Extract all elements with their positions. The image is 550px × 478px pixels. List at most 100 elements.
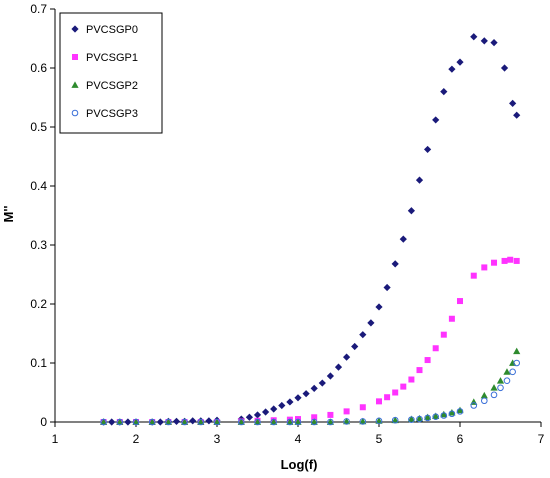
point-pvcsgp1 [359, 404, 366, 411]
point-pvcsgp1 [408, 376, 415, 383]
point-pvcsgp0 [456, 58, 464, 66]
point-pvcsgp1 [470, 272, 477, 279]
point-pvcsgp2 [375, 417, 383, 424]
point-pvcsgp0 [253, 411, 262, 419]
point-pvcsgp3 [432, 413, 440, 420]
point-pvcsgp3 [503, 377, 511, 385]
point-pvcsgp2 [253, 418, 262, 425]
point-pvcsgp1 [384, 394, 391, 401]
y-tick-label: 0.5 [30, 120, 47, 134]
point-pvcsgp1 [311, 414, 318, 421]
point-pvcsgp3 [456, 408, 464, 415]
legend-marker-pvcsgp0 [71, 25, 79, 33]
point-pvcsgp3 [181, 418, 188, 426]
point-pvcsgp2 [181, 418, 189, 425]
point-pvcsgp3 [448, 410, 456, 418]
point-pvcsgp0 [302, 390, 310, 398]
point-pvcsgp2 [440, 410, 448, 418]
point-pvcsgp2 [343, 417, 351, 425]
y-tick-label: 0.3 [30, 238, 47, 252]
point-pvcsgp3 [148, 418, 156, 426]
point-pvcsgp0 [351, 342, 359, 351]
point-pvcsgp1 [491, 259, 498, 266]
point-pvcsgp2 [432, 412, 440, 419]
y-tick-label: 0.6 [30, 61, 47, 75]
point-pvcsgp3 [294, 418, 302, 426]
point-pvcsgp0 [407, 207, 415, 215]
legend-label-pvcsgp2: PVCSGP2 [86, 80, 138, 92]
point-pvcsgp2 [407, 415, 415, 422]
legend-marker-pvcsgp3 [71, 109, 79, 117]
point-pvcsgp0 [343, 353, 351, 361]
point-pvcsgp0 [156, 418, 164, 426]
point-pvcsgp3 [509, 368, 516, 376]
point-pvcsgp0 [509, 99, 517, 107]
point-pvcsgp3 [359, 418, 367, 425]
legend-marker-pvcsgp1 [72, 54, 78, 60]
point-pvcsgp3 [165, 418, 172, 426]
point-pvcsgp0 [326, 372, 334, 380]
point-pvcsgp2 [448, 408, 456, 416]
point-pvcsgp0 [383, 283, 391, 292]
point-pvcsgp3 [481, 397, 488, 405]
point-pvcsgp0 [189, 417, 197, 425]
x-tick-label: 7 [538, 432, 545, 446]
point-pvcsgp2 [132, 418, 140, 425]
data-points [100, 33, 521, 426]
x-tick-label: 6 [457, 432, 464, 446]
point-pvcsgp2 [415, 414, 424, 422]
point-pvcsgp2 [270, 418, 278, 425]
point-pvcsgp2 [100, 418, 108, 425]
point-pvcsgp0 [470, 33, 478, 41]
point-pvcsgp3 [470, 402, 478, 409]
point-pvcsgp3 [286, 418, 294, 426]
point-pvcsgp0 [108, 418, 116, 426]
point-pvcsgp0 [391, 260, 399, 268]
point-pvcsgp3 [310, 418, 318, 426]
point-pvcsgp1 [432, 345, 439, 352]
point-pvcsgp2 [310, 418, 318, 425]
point-pvcsgp0 [359, 331, 367, 339]
point-pvcsgp3 [416, 415, 423, 423]
point-pvcsgp1 [327, 411, 334, 418]
x-tick-label: 3 [214, 432, 221, 446]
y-tick-label: 0.2 [30, 297, 47, 311]
point-pvcsgp3 [490, 391, 498, 399]
point-pvcsgp2 [294, 418, 302, 425]
point-pvcsgp1 [392, 389, 399, 396]
point-pvcsgp3 [440, 412, 448, 419]
legend: PVCSGP0 PVCSGP1 PVCSGP2 PVCSGP3 [59, 12, 163, 134]
point-pvcsgp0 [172, 417, 181, 426]
point-pvcsgp2 [496, 377, 505, 384]
point-pvcsgp0 [245, 413, 253, 421]
point-pvcsgp0 [367, 319, 375, 327]
point-pvcsgp0 [375, 303, 383, 311]
point-pvcsgp0 [432, 116, 440, 124]
point-pvcsgp2 [116, 418, 124, 425]
point-pvcsgp3 [343, 418, 350, 425]
point-pvcsgp1 [513, 257, 520, 264]
point-pvcsgp2 [456, 406, 464, 414]
point-pvcsgp2 [480, 391, 488, 399]
y-axis-ticks: 0 0.1 0.2 0.3 0.4 0.5 0.6 0.7 [30, 2, 55, 429]
point-pvcsgp1 [457, 298, 463, 305]
point-pvcsgp0 [399, 235, 407, 243]
point-pvcsgp0 [334, 363, 343, 371]
point-pvcsgp3 [424, 414, 431, 422]
point-pvcsgp2 [213, 418, 221, 425]
x-axis-ticks: 1 2 3 4 5 6 7 [52, 422, 545, 446]
point-pvcsgp2 [237, 418, 245, 425]
point-pvcsgp3 [116, 418, 124, 426]
point-pvcsgp2 [391, 416, 399, 424]
x-tick-label: 4 [295, 432, 302, 446]
point-pvcsgp2 [424, 413, 432, 421]
point-pvcsgp3 [213, 418, 221, 426]
point-pvcsgp0 [480, 37, 488, 45]
y-tick-label: 0.4 [30, 179, 47, 193]
x-tick-label: 1 [52, 432, 59, 446]
point-pvcsgp0 [124, 418, 132, 426]
point-pvcsgp1 [440, 331, 447, 338]
point-pvcsgp0 [513, 111, 521, 119]
x-axis-title: Log(f) [281, 457, 318, 472]
point-pvcsgp1 [416, 367, 423, 374]
